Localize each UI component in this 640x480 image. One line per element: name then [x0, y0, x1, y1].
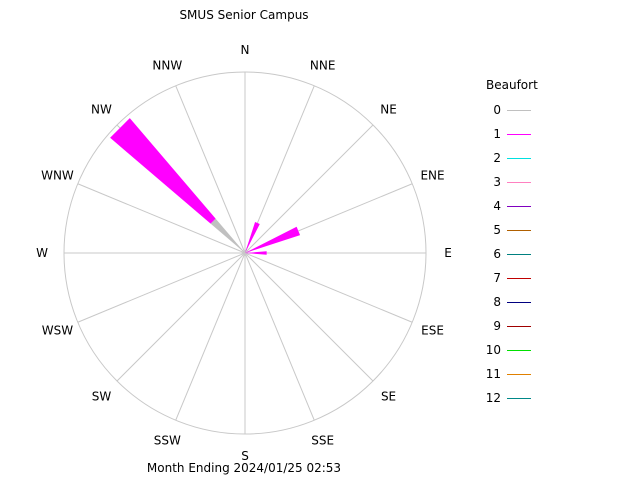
direction-label-wnw: WNW	[41, 168, 74, 182]
legend-swatch-7	[507, 278, 531, 279]
spoke-wsw	[77, 252, 246, 323]
legend-label-10: 10	[485, 343, 501, 357]
legend-label-0: 0	[493, 103, 501, 117]
legend-swatch-9	[507, 326, 531, 327]
legend-swatch-11	[507, 374, 531, 375]
direction-label-n: N	[241, 43, 250, 57]
legend-label-12: 12	[485, 391, 501, 405]
legend-title: Beaufort	[486, 78, 538, 92]
spoke-se	[244, 252, 374, 382]
legend-swatch-12	[507, 398, 531, 399]
spoke-wnw	[77, 183, 246, 254]
direction-label-wsw: WSW	[42, 324, 73, 338]
legend-swatch-2	[507, 158, 531, 159]
legend-label-11: 11	[485, 367, 501, 381]
spoke-sse	[244, 252, 315, 421]
wedge-nw-beaufort-1	[110, 118, 216, 224]
legend-swatch-1	[507, 134, 531, 135]
direction-label-ene: ENE	[420, 168, 444, 182]
wedge-nw-beaufort-0	[210, 218, 245, 253]
legend-swatch-10	[507, 350, 531, 351]
legend-swatch-6	[507, 254, 531, 255]
legend-label-1: 1	[493, 127, 501, 141]
legend-label-8: 8	[493, 295, 501, 309]
direction-label-w: W	[36, 246, 48, 260]
direction-label-nw: NW	[91, 102, 112, 116]
direction-label-sse: SSE	[311, 434, 334, 448]
legend-label-2: 2	[493, 151, 501, 165]
direction-label-nne: NNE	[310, 58, 336, 72]
spoke-ese	[244, 252, 413, 323]
legend-label-7: 7	[493, 271, 501, 285]
direction-label-s: S	[241, 449, 249, 463]
wedge-e-beaufort-1	[245, 251, 267, 255]
legend-label-4: 4	[493, 199, 501, 213]
legend-swatch-3	[507, 182, 531, 183]
spoke-ne	[244, 124, 374, 254]
direction-label-sw: SW	[92, 390, 112, 404]
direction-label-ne: NE	[380, 102, 397, 116]
chart-footer: Month Ending 2024/01/25 02:53	[146, 461, 342, 475]
legend-swatch-5	[507, 230, 531, 231]
wedge-ene-beaufort-1	[245, 226, 301, 253]
wedge-nne-beaufort-1	[245, 222, 260, 253]
chart-title: SMUS Senior Campus	[179, 8, 309, 22]
spoke-ssw	[175, 252, 246, 421]
direction-label-nnw: NNW	[152, 58, 182, 72]
legend-swatch-4	[507, 206, 531, 207]
direction-label-se: SE	[381, 390, 396, 404]
legend-label-5: 5	[493, 223, 501, 237]
legend-swatch-0	[507, 110, 531, 111]
spoke-nnw	[175, 85, 246, 254]
direction-label-ssw: SSW	[154, 434, 181, 448]
direction-label-ese: ESE	[421, 324, 444, 338]
spoke-sw	[116, 252, 246, 382]
legend-label-6: 6	[493, 247, 501, 261]
direction-label-e: E	[444, 246, 452, 260]
legend-swatch-8	[507, 302, 531, 303]
legend-label-3: 3	[493, 175, 501, 189]
legend-label-9: 9	[493, 319, 501, 333]
